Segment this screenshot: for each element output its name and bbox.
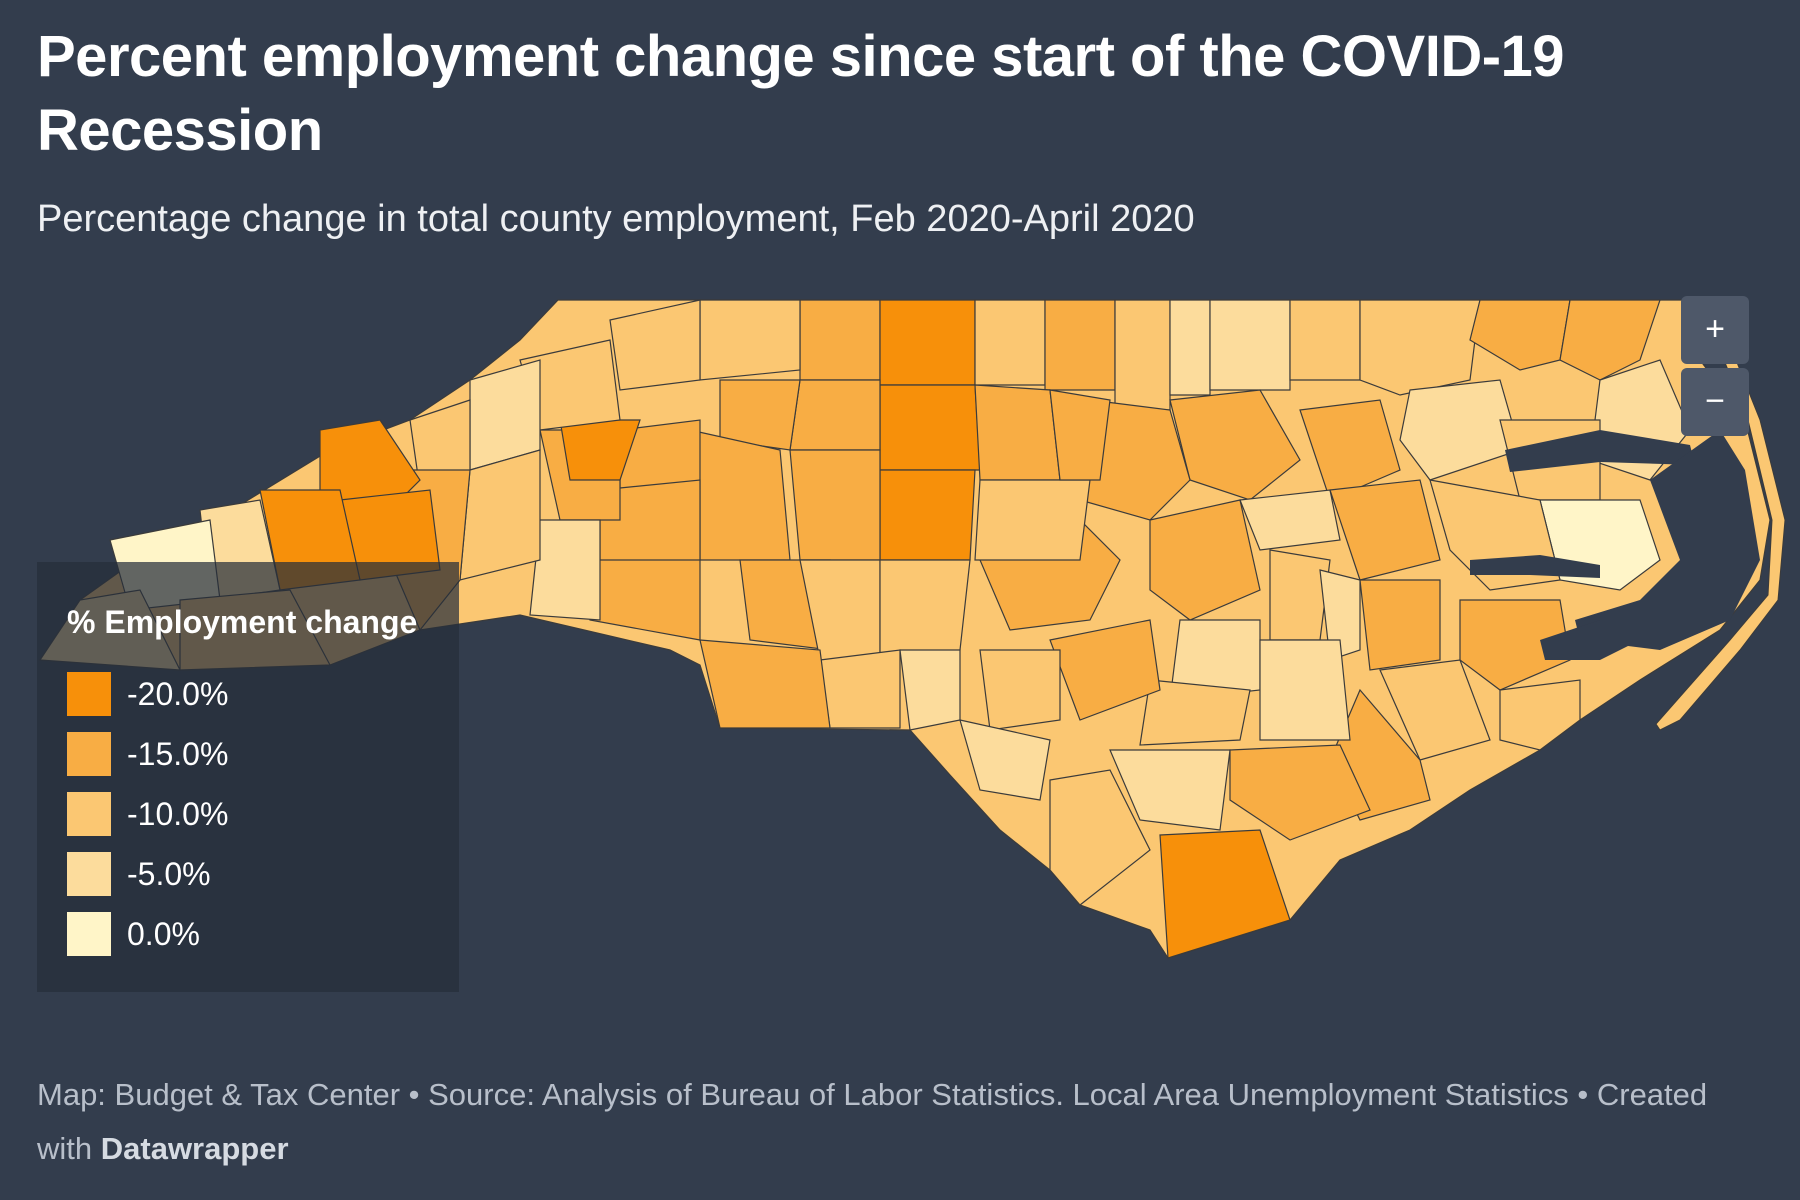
county-region[interactable] [1499, 679, 1581, 751]
county-region[interactable] [1169, 299, 1211, 396]
county-region[interactable] [529, 519, 601, 621]
chart-title: Percent employment change since start of… [37, 24, 1565, 163]
legend-title: % Employment change [67, 604, 418, 640]
source-note: Map: Budget & Tax Center • Source: Analy… [37, 1077, 1708, 1166]
legend-swatch [67, 732, 111, 776]
county-region[interactable] [879, 469, 976, 561]
county-region[interactable] [1149, 499, 1261, 621]
county-region[interactable] [1559, 299, 1661, 381]
legend-swatch [67, 852, 111, 896]
county-region[interactable] [1329, 479, 1441, 581]
county-region[interactable] [1114, 299, 1171, 411]
county-region[interactable] [799, 299, 881, 381]
zoom-out-button[interactable]: − [1681, 368, 1749, 436]
county-region[interactable] [1159, 829, 1291, 959]
county-region[interactable] [1299, 399, 1401, 501]
county-region[interactable] [699, 639, 831, 729]
county-region[interactable] [1229, 744, 1371, 841]
county-region[interactable] [1044, 299, 1116, 391]
county-region[interactable] [1359, 299, 1481, 396]
county-region[interactable] [1379, 659, 1491, 761]
county-region[interactable] [1139, 679, 1251, 746]
pamlico-river [1470, 555, 1600, 578]
legend-label: -20.0% [127, 676, 229, 712]
county-region[interactable] [1209, 299, 1291, 391]
county-region[interactable] [1289, 299, 1361, 381]
legend-swatch [67, 792, 111, 836]
county-region[interactable] [1469, 299, 1571, 371]
county-region[interactable] [719, 379, 801, 451]
county-region[interactable] [1459, 599, 1571, 691]
county-region[interactable] [879, 299, 976, 386]
county-region[interactable] [1049, 389, 1111, 481]
county-region[interactable] [1239, 489, 1341, 551]
legend-label: -15.0% [127, 736, 229, 772]
legend-label: -10.0% [127, 796, 229, 832]
county-region[interactable] [789, 449, 881, 561]
county-region[interactable] [879, 384, 981, 471]
county-region[interactable] [819, 649, 901, 729]
chart-subtitle: Percentage change in total county employ… [37, 198, 1195, 240]
zoom-in-button[interactable]: + [1681, 296, 1749, 364]
county-region[interactable] [689, 429, 791, 561]
outer-banks [1655, 299, 1786, 731]
chart-footer: Map: Budget & Tax Center • Source: Analy… [37, 1068, 1757, 1176]
county-region[interactable] [459, 449, 541, 581]
county-region[interactable] [789, 379, 881, 451]
county-region[interactable] [974, 384, 1061, 481]
albemarle-sound [1505, 430, 1695, 472]
county-region[interactable] [1259, 639, 1351, 741]
county-region[interactable] [1049, 769, 1151, 906]
legend-label: 0.0% [127, 916, 200, 952]
county-region[interactable] [974, 479, 1091, 561]
county-region[interactable] [959, 719, 1051, 801]
county-region[interactable] [1399, 379, 1521, 481]
legend-swatch [67, 672, 111, 716]
county-region[interactable] [1049, 619, 1161, 721]
county-region[interactable] [974, 299, 1046, 386]
county-region[interactable] [879, 559, 971, 661]
county-region[interactable] [899, 649, 961, 731]
pamlico-sound [1575, 430, 1760, 650]
county-region[interactable] [1319, 569, 1361, 661]
legend-label: -5.0% [127, 856, 211, 892]
legend-swatch [67, 912, 111, 956]
county-region[interactable] [609, 299, 701, 391]
county-region[interactable] [1359, 579, 1441, 671]
county-region[interactable] [1109, 749, 1231, 831]
map-legend: % Employment change -20.0% -15.0% -10.0%… [37, 562, 459, 992]
county-region[interactable] [979, 649, 1061, 731]
county-region[interactable] [1269, 549, 1331, 641]
county-region[interactable] [699, 299, 801, 381]
tool-credit[interactable]: Datawrapper [100, 1131, 289, 1166]
neuse-river [1540, 620, 1640, 660]
